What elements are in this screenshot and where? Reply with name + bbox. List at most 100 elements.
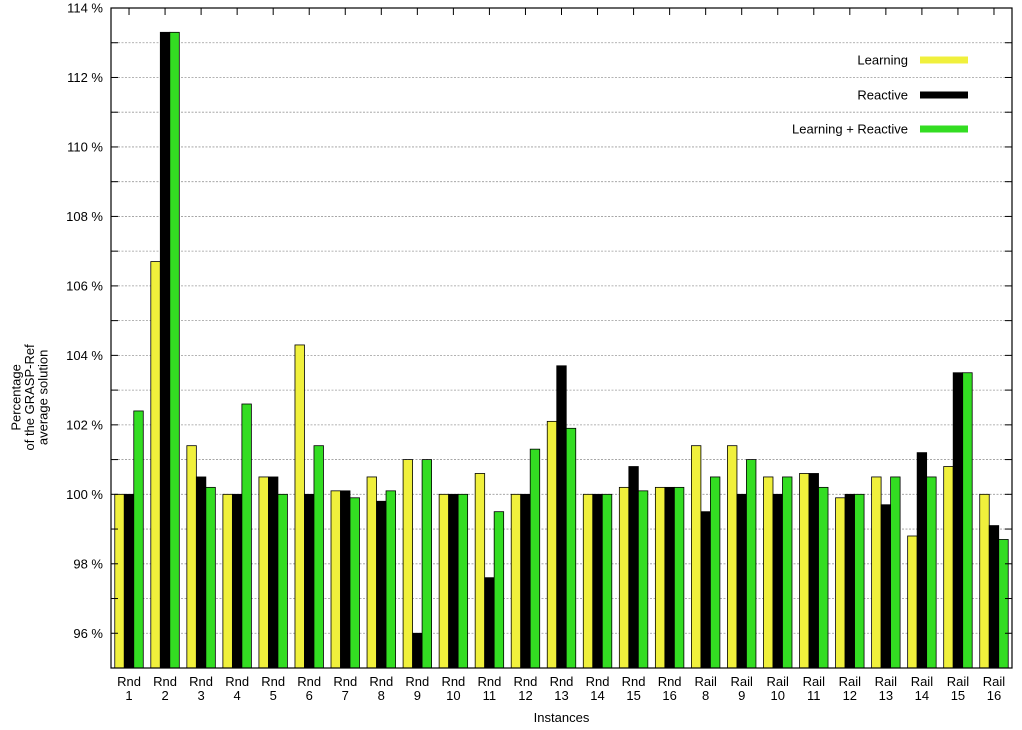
x-tick-label: Rnd 7	[333, 674, 357, 703]
bar-learning-reactive	[998, 539, 1009, 669]
bar-reactive	[304, 493, 315, 669]
y-tick-label: 110 %	[67, 139, 103, 154]
bar-learning-reactive	[746, 459, 757, 669]
bar-reactive	[556, 365, 567, 669]
bar-learning-reactive	[133, 410, 144, 669]
bar-learning	[510, 493, 522, 669]
x-tick-label: Rnd 14	[586, 674, 610, 703]
bar-learning	[691, 445, 702, 669]
bar-learning-reactive	[565, 427, 577, 669]
bar-learning-reactive	[854, 493, 865, 669]
bar-learning	[618, 486, 630, 669]
bar-learning	[114, 493, 125, 669]
bar-reactive	[880, 504, 892, 669]
bar-learning	[907, 535, 918, 669]
bar-learning-reactive	[421, 459, 432, 669]
legend-swatch	[920, 91, 968, 99]
y-tick-label: 114 %	[67, 1, 103, 16]
bar-learning-reactive	[710, 476, 721, 669]
bar-learning	[871, 476, 882, 669]
bar-reactive	[520, 493, 531, 669]
bar-reactive	[988, 525, 1000, 669]
y-tick-label: 106 %	[66, 278, 103, 293]
bar-reactive	[484, 577, 495, 669]
y-tick-label: 100 %	[66, 487, 103, 502]
bar-reactive	[448, 493, 459, 669]
bar-learning	[727, 445, 738, 669]
legend-label: Reactive	[857, 88, 908, 103]
y-axis-title: Percentageof the GRASP-Refaverage soluti…	[9, 344, 51, 451]
bar-learning-reactive	[890, 476, 901, 669]
y-tick-label: 96 %	[73, 626, 103, 641]
bar-learning	[150, 261, 161, 669]
bar-learning	[330, 490, 341, 669]
x-tick-label: Rail 11	[803, 674, 826, 703]
y-tick-label: 98 %	[73, 556, 103, 571]
bar-reactive	[916, 452, 928, 669]
legend-swatch	[920, 125, 968, 133]
bar-reactive	[376, 500, 387, 669]
bar-reactive	[340, 490, 351, 669]
bar-reactive	[736, 493, 747, 669]
y-tick-label: 108 %	[66, 209, 103, 224]
bar-reactive	[700, 511, 711, 669]
bar-learning-reactive	[673, 486, 685, 669]
bar-learning-reactive	[241, 403, 252, 669]
bar-learning	[943, 466, 954, 669]
bar-learning	[258, 476, 269, 669]
x-tick-label: Rail 14	[911, 674, 934, 703]
bar-learning	[799, 473, 810, 669]
legend-label: Learning + Reactive	[792, 122, 908, 137]
bar-reactive	[664, 486, 675, 669]
bar-learning	[402, 459, 413, 669]
bar-learning	[294, 344, 305, 669]
bar-learning	[366, 476, 377, 669]
x-tick-label: Rnd 16	[658, 674, 682, 703]
x-tick-label: Rnd 11	[477, 674, 501, 703]
x-tick-label: Rnd 13	[550, 674, 574, 703]
bar-learning-reactive	[169, 31, 180, 669]
bar-reactive	[231, 493, 243, 669]
x-tick-label: Rnd 2	[153, 674, 177, 703]
x-tick-label: Rnd 15	[622, 674, 646, 703]
bar-learning	[763, 476, 774, 669]
bar-learning	[186, 445, 197, 669]
bar-learning-reactive	[601, 493, 613, 669]
bar-reactive	[844, 493, 855, 669]
x-tick-label: Rnd 10	[441, 674, 465, 703]
bar-learning-reactive	[782, 476, 793, 669]
bar-learning-reactive	[349, 497, 360, 669]
x-tick-label: Rnd 12	[514, 674, 538, 703]
bar-reactive	[772, 493, 783, 669]
x-tick-labels: Rnd 1 Rnd 2 Rnd 3 Rnd 4 Rnd 5 Rnd 6 Rnd 7 Rnd 8 Rnd 9 Rnd 1…	[117, 674, 1005, 703]
y-tick-labels: 96 % 98 % 100 % 102 % 104 % 106 % 108 % 110 % 11…	[66, 1, 103, 641]
x-tick-label: Rnd 5	[261, 674, 285, 703]
bar-reactive	[592, 493, 603, 669]
bar-reactive	[123, 493, 135, 669]
bar-learning-reactive	[926, 476, 937, 669]
bar-learning-reactive	[493, 511, 505, 669]
bar-learning	[582, 493, 594, 669]
y-tick-label: 104 %	[66, 348, 103, 363]
x-tick-label: Rail 13	[875, 674, 898, 703]
bar-learning	[474, 473, 486, 669]
bar-learning	[654, 486, 666, 669]
x-tick-label: Rail 12	[839, 674, 862, 703]
bar-learning-reactive	[962, 372, 973, 669]
x-tick-label: Rnd 1	[117, 674, 141, 703]
bar-reactive	[159, 31, 171, 669]
bar-learning-reactive	[313, 445, 324, 669]
bar-reactive	[628, 466, 639, 669]
bar-learning	[222, 493, 233, 669]
x-tick-label: Rail 8	[694, 674, 717, 703]
bar-learning	[835, 497, 846, 669]
x-tick-label: Rnd 9	[405, 674, 429, 703]
legend-swatch	[920, 56, 968, 64]
x-tick-label: Rail 9	[730, 674, 753, 703]
bar-learning-reactive	[637, 490, 649, 669]
bar-learning-reactive	[818, 486, 829, 669]
x-tick-label: Rnd 8	[369, 674, 393, 703]
x-tick-label: Rnd 4	[225, 674, 249, 703]
x-tick-label: Rail 16	[983, 674, 1006, 703]
